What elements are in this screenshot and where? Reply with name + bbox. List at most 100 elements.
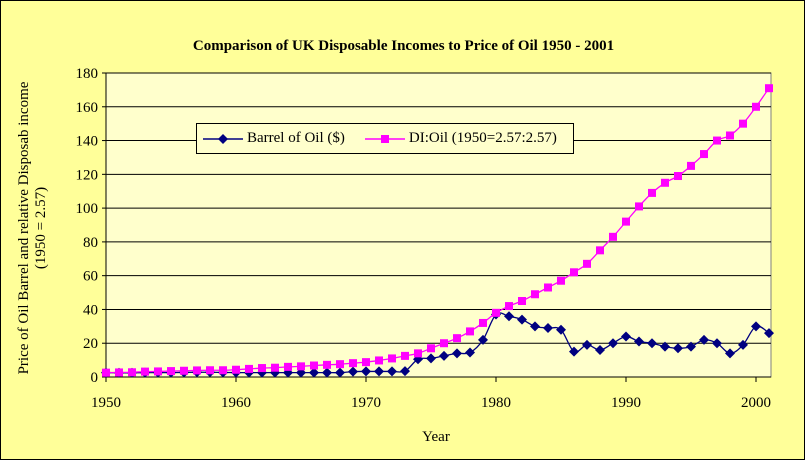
data-point-square xyxy=(609,232,617,241)
data-point-diamond xyxy=(751,321,761,332)
data-point-square xyxy=(479,318,487,327)
data-point-square xyxy=(297,362,305,371)
data-point-square xyxy=(167,367,175,376)
data-point-square xyxy=(115,368,123,377)
legend-item-oil: Barrel of Oil ($) xyxy=(203,130,345,147)
data-point-square xyxy=(635,202,643,211)
data-point-diamond xyxy=(712,338,722,349)
data-point-diamond xyxy=(556,324,566,335)
y-tick-label: 40 xyxy=(83,302,98,318)
data-point-diamond xyxy=(517,314,527,325)
data-point-square xyxy=(336,360,344,369)
data-point-square xyxy=(622,217,630,226)
data-point-square xyxy=(726,131,734,140)
y-tick-label: 0 xyxy=(91,370,99,386)
data-point-square xyxy=(687,161,695,170)
data-point-square xyxy=(414,349,422,358)
data-point-diamond xyxy=(543,323,553,334)
data-point-diamond xyxy=(530,321,540,332)
data-point-square xyxy=(193,366,201,375)
data-point-square xyxy=(531,290,539,299)
data-point-diamond xyxy=(361,366,371,377)
data-point-square xyxy=(505,302,513,311)
data-point-diamond xyxy=(322,367,332,378)
data-point-square xyxy=(739,119,747,128)
data-point-square xyxy=(245,364,253,373)
data-point-diamond xyxy=(439,350,449,361)
data-point-square xyxy=(128,368,136,377)
x-tick-label: 1980 xyxy=(481,395,511,411)
data-point-square xyxy=(453,334,461,343)
data-point-diamond xyxy=(595,344,605,355)
y-tick-label: 20 xyxy=(83,336,98,352)
data-point-square xyxy=(284,362,292,371)
data-point-square xyxy=(557,276,565,285)
data-point-diamond xyxy=(465,347,475,358)
data-point-square xyxy=(752,102,760,111)
data-point-diamond xyxy=(582,339,592,350)
series-line-1 xyxy=(105,87,770,374)
data-point-diamond xyxy=(569,346,579,357)
x-tick-label: 1950 xyxy=(91,395,121,411)
x-tick-label: 1990 xyxy=(611,395,641,411)
data-point-diamond xyxy=(634,336,644,347)
data-point-diamond xyxy=(348,366,358,377)
data-point-diamond xyxy=(647,338,657,349)
data-point-square xyxy=(713,136,721,145)
data-point-diamond xyxy=(673,343,683,354)
data-point-square xyxy=(141,367,149,376)
data-point-square xyxy=(154,367,162,376)
chart-title: Comparison of UK Disposable Incomes to P… xyxy=(192,38,615,54)
data-point-square xyxy=(219,366,227,375)
data-point-square xyxy=(661,178,669,187)
data-point-diamond xyxy=(725,348,735,359)
data-point-diamond xyxy=(387,366,397,377)
data-point-diamond xyxy=(764,328,774,339)
data-point-square xyxy=(596,246,604,255)
y-tick-label: 80 xyxy=(83,235,98,251)
data-point-square xyxy=(544,283,552,292)
data-point-diamond xyxy=(608,338,618,349)
data-point-square xyxy=(401,351,409,360)
plot-area xyxy=(105,72,772,378)
data-point-diamond xyxy=(452,348,462,359)
y-axis-label: Price of Oil Barrel and relative Disposa… xyxy=(16,81,49,375)
data-point-diamond xyxy=(374,366,384,377)
y-tick-label: 120 xyxy=(76,167,99,183)
data-point-diamond xyxy=(660,341,670,352)
data-point-diamond xyxy=(686,341,696,352)
y-tick-label: 140 xyxy=(76,134,99,150)
y-tick-label: 160 xyxy=(76,100,99,116)
data-point-square xyxy=(310,361,318,370)
data-point-square xyxy=(180,366,188,375)
data-point-square xyxy=(648,188,656,197)
diamond-marker-icon xyxy=(203,133,243,144)
data-point-square xyxy=(102,368,110,377)
x-tick-label: 2000 xyxy=(741,395,771,411)
x-tick-label: 1970 xyxy=(351,395,381,411)
series-line-0 xyxy=(105,312,770,374)
data-point-square xyxy=(362,358,370,367)
legend-item-di: DI:Oil (1950=2.57:2.57) xyxy=(364,130,557,147)
y-tick-label: 180 xyxy=(76,66,99,82)
data-point-square xyxy=(388,354,396,363)
data-point-square xyxy=(375,356,383,365)
legend: Barrel of Oil ($) DI:Oil (1950=2.57:2.57… xyxy=(196,123,574,154)
data-point-diamond xyxy=(335,367,345,378)
data-point-diamond xyxy=(400,366,410,377)
y-tick-label: 60 xyxy=(83,269,98,285)
data-point-diamond xyxy=(699,334,709,345)
data-point-square xyxy=(323,360,331,369)
data-point-square xyxy=(583,259,591,268)
data-point-square xyxy=(427,344,435,353)
data-point-square xyxy=(349,359,357,368)
data-point-square xyxy=(271,363,279,372)
data-point-square xyxy=(765,84,773,93)
data-point-square xyxy=(258,364,266,373)
data-point-square xyxy=(492,308,500,317)
legend-label: DI:Oil (1950=2.57:2.57) xyxy=(408,130,557,146)
square-marker-icon xyxy=(364,134,405,143)
data-point-square xyxy=(570,268,578,277)
data-point-diamond xyxy=(738,339,748,350)
x-axis-label: Year xyxy=(422,429,450,445)
